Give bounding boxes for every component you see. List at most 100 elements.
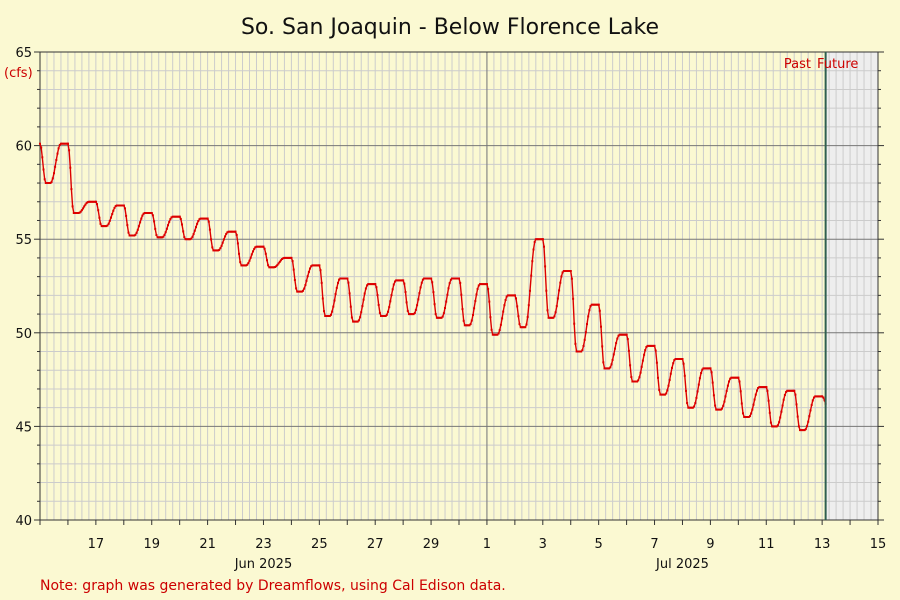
data-point: [441, 315, 444, 318]
data-point: [800, 429, 803, 432]
data-point: [185, 238, 188, 241]
data-point: [687, 406, 690, 409]
data-point: [584, 331, 587, 334]
data-point: [334, 293, 337, 295]
data-point: [488, 300, 491, 303]
data-point: [347, 281, 350, 284]
data-point: [69, 166, 72, 169]
data-point: [549, 316, 552, 319]
data-point: [605, 367, 608, 370]
data-point: [282, 257, 285, 260]
data-point: [373, 283, 375, 286]
data-point: [48, 182, 51, 184]
data-point: [124, 207, 126, 210]
data-point: [695, 396, 698, 399]
data-point: [548, 316, 551, 319]
data-point: [354, 320, 357, 323]
data-point: [782, 398, 785, 401]
data-point: [731, 376, 734, 379]
data-point: [439, 316, 442, 319]
data-point: [470, 319, 473, 322]
data-point: [286, 256, 289, 259]
data-point: [630, 376, 633, 378]
data-point: [510, 294, 513, 297]
data-point: [618, 333, 621, 336]
data-point: [276, 263, 279, 266]
data-point: [490, 328, 493, 331]
data-point: [503, 304, 506, 307]
data-point: [289, 256, 292, 259]
data-point: [191, 235, 194, 238]
data-point: [707, 367, 710, 370]
data-point: [431, 281, 434, 284]
data-point: [41, 156, 44, 159]
data-point: [226, 231, 229, 234]
data-point: [772, 425, 775, 428]
data-point: [240, 264, 243, 267]
data-point: [427, 277, 430, 280]
data-point: [248, 259, 251, 262]
data-point: [786, 389, 789, 392]
data-point: [454, 277, 457, 280]
data-point: [281, 258, 284, 260]
data-point: [538, 238, 541, 241]
data-point: [696, 390, 699, 393]
data-point: [321, 297, 324, 300]
data-point: [337, 281, 339, 284]
data-point: [496, 333, 499, 336]
data-point: [597, 303, 600, 306]
data-point: [378, 311, 381, 314]
x-tick-label: 7: [650, 537, 658, 552]
data-point: [384, 315, 387, 317]
x-tick-label: 9: [706, 537, 714, 552]
data-point: [739, 390, 742, 393]
data-point: [516, 305, 519, 308]
data-point: [246, 263, 249, 266]
data-point: [402, 279, 405, 282]
data-point: [110, 216, 112, 219]
data-point: [632, 380, 635, 383]
data-point: [567, 270, 570, 272]
data-point: [247, 262, 250, 265]
data-point: [462, 319, 465, 322]
data-point: [359, 316, 362, 319]
data-point: [582, 345, 585, 347]
data-point: [66, 142, 69, 145]
data-point: [316, 264, 318, 267]
data-point: [455, 277, 458, 280]
data-point: [675, 358, 678, 360]
data-point: [749, 415, 751, 418]
data-point: [756, 389, 758, 392]
data-point: [238, 252, 240, 255]
data-point: [367, 283, 370, 286]
data-point: [760, 386, 763, 389]
data-point: [790, 389, 793, 392]
data-point: [472, 314, 474, 316]
data-point: [650, 344, 652, 347]
data-point: [189, 238, 192, 241]
data-point: [785, 390, 788, 393]
data-point: [305, 279, 308, 282]
data-point: [174, 215, 176, 218]
data-point: [644, 349, 647, 352]
data-point: [130, 234, 133, 237]
data-point: [536, 238, 538, 241]
data-point: [341, 277, 344, 280]
data-point: [219, 247, 222, 250]
data-point: [307, 271, 310, 273]
data-point: [458, 277, 460, 280]
data-point: [376, 294, 379, 297]
data-point: [747, 416, 750, 418]
data-point: [306, 275, 309, 278]
data-point: [168, 220, 171, 223]
data-point: [708, 367, 711, 370]
data-point: [693, 405, 696, 408]
data-point: [572, 297, 575, 300]
data-point: [318, 264, 321, 267]
data-point: [231, 230, 233, 233]
data-point: [815, 395, 818, 398]
data-point: [298, 290, 301, 293]
data-point: [558, 289, 561, 292]
data-point: [711, 381, 714, 384]
